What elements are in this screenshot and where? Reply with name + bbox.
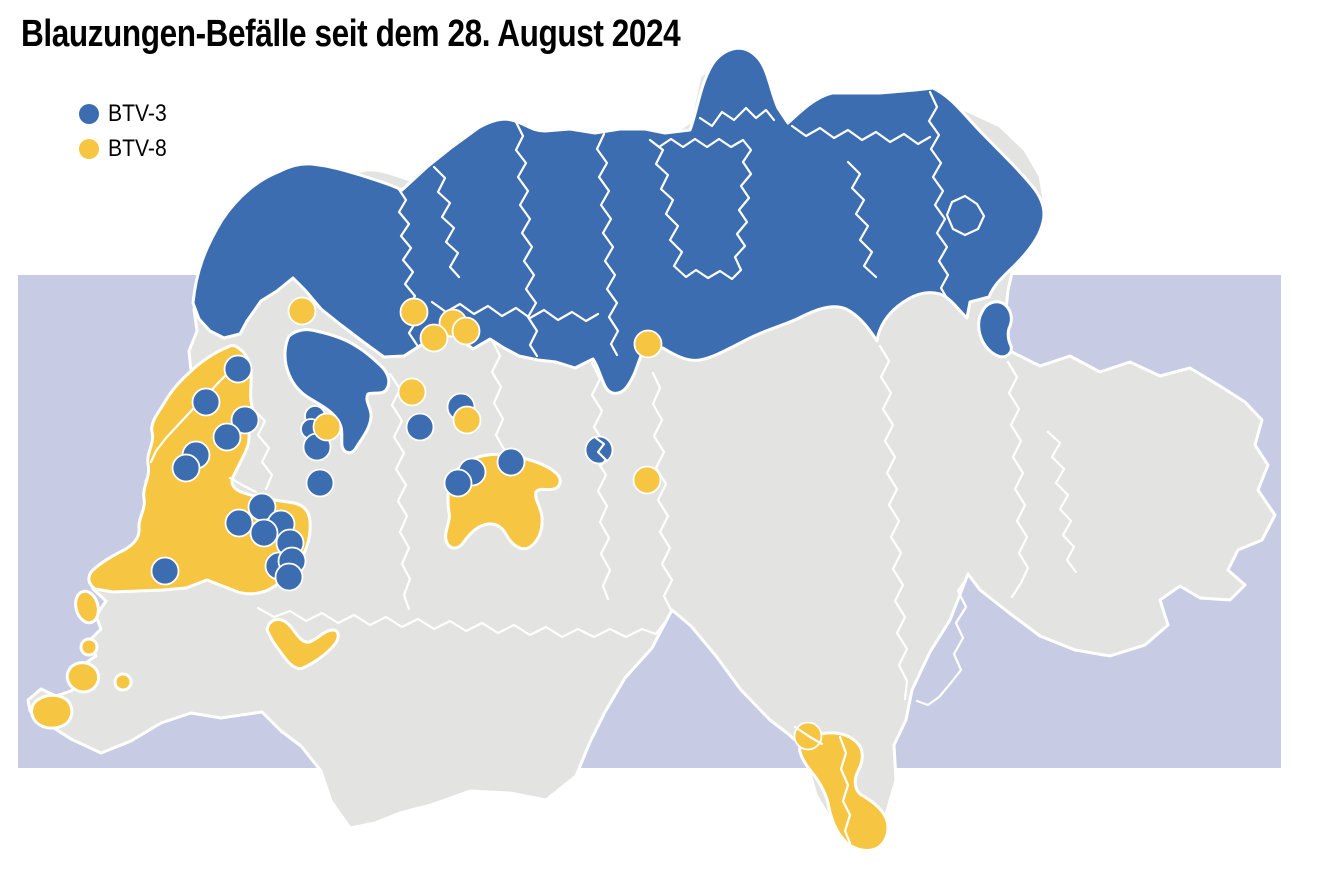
btv8-case-dot: [287, 296, 317, 326]
legend-label: BTV-3: [108, 99, 167, 127]
btv3-case-dot: [150, 556, 180, 586]
legend-item-btv3: BTV-3: [79, 96, 175, 131]
btv3-zone-east-patch: [977, 300, 1013, 359]
btv8-zone-geneva-4: [113, 672, 133, 692]
btv8-case-dot: [633, 329, 663, 359]
btv3-case-dot: [274, 562, 304, 592]
canton-borders-north: [396, 90, 986, 358]
legend-item-btv8: BTV-8: [79, 131, 175, 166]
btv8-zone-geneva-5: [30, 693, 74, 730]
btv8-zone-geneva-2: [79, 637, 99, 657]
btv8-zone-ticino: [798, 731, 890, 852]
btv8-case-dot: [419, 323, 449, 353]
btv3-zone-bern-patch: [283, 328, 391, 455]
btv8-zone-saanen: [265, 618, 340, 670]
btv8-case-dot: [399, 297, 429, 327]
btv3-case-dot: [191, 387, 221, 417]
case-dots: [150, 296, 823, 751]
btv3-case-dot: [212, 422, 242, 452]
btv8-case-dot: [632, 465, 662, 495]
btv8-case-dot: [452, 405, 482, 435]
btv3-case-dot: [405, 412, 435, 442]
legend-label: BTV-8: [108, 134, 167, 162]
page-title: Blauzungen-Befälle seit dem 28. August 2…: [21, 13, 681, 55]
btv3-case-dot: [223, 354, 253, 384]
btv8-case-dot: [397, 377, 427, 407]
btv8-zone-geneva-1: [74, 589, 100, 625]
btv3-case-dot: [496, 447, 526, 477]
canton-borders-south: [146, 338, 1078, 707]
border-overlays: [594, 436, 824, 746]
btv3-case-dot: [249, 518, 279, 548]
btv3-case-dot: [305, 468, 335, 498]
btv8-zone-geneva-3: [65, 661, 101, 694]
btv8-swatch-icon: [79, 138, 99, 159]
btv8-case-dot: [312, 412, 342, 442]
legend: BTV-3 BTV-8: [79, 96, 175, 166]
btv3-case-dot: [171, 453, 201, 483]
btv3-swatch-icon: [79, 103, 99, 124]
btv8-case-dot: [451, 316, 481, 346]
btv3-case-dot: [230, 405, 260, 435]
btv3-case-dot: [443, 468, 473, 498]
btv3-case-dot: [224, 508, 254, 538]
